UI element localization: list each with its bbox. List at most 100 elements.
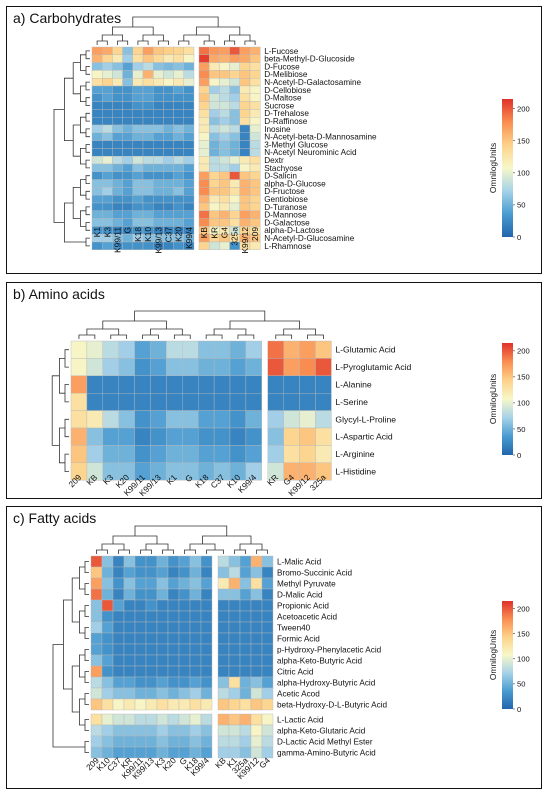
heatmap-cell xyxy=(142,202,154,212)
heatmap-cell xyxy=(261,724,274,737)
heatmap-cell xyxy=(267,410,284,429)
heatmap-cell xyxy=(167,665,180,678)
heatmap-cell xyxy=(219,155,230,165)
column-dendrogram-branch xyxy=(183,34,210,41)
heatmap-cell xyxy=(132,187,144,196)
heatmap-cell xyxy=(112,610,125,623)
heatmap-cell xyxy=(91,241,103,251)
heatmap-cell xyxy=(213,358,231,377)
heatmap-cell xyxy=(167,621,180,634)
row-label: D-Melibiose xyxy=(264,70,308,79)
heatmap-cell xyxy=(122,124,133,134)
heatmap-cell xyxy=(123,676,136,689)
heatmap-cell xyxy=(122,233,133,243)
heatmap-cell xyxy=(219,116,230,126)
column-dendrogram-branch xyxy=(96,40,108,45)
heatmap-cell xyxy=(229,179,241,188)
heatmap-cell xyxy=(122,202,133,212)
heatmap-cell xyxy=(101,610,114,623)
heatmap-cell xyxy=(178,599,191,612)
column-dendrogram-branch xyxy=(134,310,266,321)
heatmap-cell xyxy=(101,62,113,71)
heatmap-cell xyxy=(315,462,332,481)
row-dendrogram-branch xyxy=(84,719,89,731)
heatmap-cell xyxy=(189,566,202,579)
colorbar-tick-label: 50 xyxy=(517,425,525,434)
column-dendrogram-branch xyxy=(275,334,293,339)
heatmap-cell xyxy=(173,148,185,157)
heatmap-cell xyxy=(173,132,185,141)
heatmap-cell xyxy=(239,713,252,726)
heatmap-cell xyxy=(239,163,251,173)
heatmap-cell xyxy=(198,140,210,149)
heatmap-cell xyxy=(150,392,167,411)
column-label: K99/4 xyxy=(184,227,194,249)
heatmap-cell xyxy=(245,375,262,394)
column-dendrogram-branch xyxy=(86,328,120,335)
row-label: D-Maltose xyxy=(264,94,302,103)
dendrograms xyxy=(53,16,256,247)
heatmap-cell xyxy=(178,588,191,601)
heatmap-cell xyxy=(213,392,231,411)
heatmap-cell xyxy=(229,340,247,359)
heatmap-cell xyxy=(228,713,241,726)
heatmap-cell xyxy=(167,599,180,612)
row-dendrogram-branch xyxy=(84,741,89,753)
heatmap-cell xyxy=(245,410,262,429)
row-label: beta-Hydroxy-D-L-Butyric Acid xyxy=(277,700,388,709)
heatmap-cell xyxy=(142,241,154,251)
heatmap-cell xyxy=(122,241,133,251)
column-dendrogram-branch xyxy=(283,328,316,335)
heatmap-cell xyxy=(70,375,88,394)
heatmap-cell xyxy=(163,155,174,165)
heatmap-cell xyxy=(122,187,133,196)
heatmap-cell xyxy=(239,132,251,141)
column-label: C37 xyxy=(164,227,174,243)
heatmap-cell xyxy=(261,621,274,634)
heatmap-cell xyxy=(132,109,144,118)
heatmap-cell xyxy=(101,101,113,110)
heatmap-cell xyxy=(250,555,263,568)
heatmap-cell xyxy=(208,116,220,126)
column-label: K1 xyxy=(92,227,102,238)
heatmap-cell xyxy=(91,210,103,219)
heatmap-cell xyxy=(101,735,114,748)
heatmap-cell xyxy=(90,555,103,568)
heatmap-cell xyxy=(299,375,316,394)
heatmap-cell xyxy=(101,163,113,173)
heatmap-cell xyxy=(152,46,164,56)
heatmap-cell xyxy=(219,46,230,56)
heatmap-cell xyxy=(249,241,261,251)
row-label: D-Malic Acid xyxy=(277,590,323,599)
heatmap-cell xyxy=(86,427,104,446)
column-label: G4 xyxy=(220,227,230,239)
row-label: Citric Acid xyxy=(277,667,314,676)
heatmap-cell xyxy=(112,54,123,63)
heatmap-cell xyxy=(112,101,123,110)
heatmap-cell xyxy=(167,643,180,656)
heatmap-cell xyxy=(91,116,103,126)
heatmap-cell xyxy=(198,70,210,79)
heatmap-cell xyxy=(101,46,113,56)
heatmap-cell xyxy=(200,746,213,759)
heatmap-cell xyxy=(91,101,103,110)
heatmap-cell xyxy=(152,140,164,149)
heatmap-cell xyxy=(101,93,113,102)
colorbar-tick-label: 0 xyxy=(517,705,521,714)
heatmap-cell xyxy=(261,687,274,700)
heatmap-cell xyxy=(217,665,230,678)
heatmap-cell xyxy=(132,85,144,95)
heatmap-cell xyxy=(167,577,180,590)
heatmap-cell xyxy=(183,241,195,251)
heatmap-cell xyxy=(90,687,103,700)
heatmap-cell xyxy=(213,410,231,429)
heatmap-cell xyxy=(198,77,210,87)
heatmap-cell xyxy=(152,116,164,126)
heatmap-cell xyxy=(152,187,164,196)
heatmap-cell xyxy=(229,54,241,63)
heatmap-cell xyxy=(200,577,213,590)
heatmap-cell xyxy=(198,46,210,56)
heatmap-cell xyxy=(101,698,114,711)
heatmap-cell xyxy=(122,148,133,157)
heatmap-cell xyxy=(166,340,183,359)
